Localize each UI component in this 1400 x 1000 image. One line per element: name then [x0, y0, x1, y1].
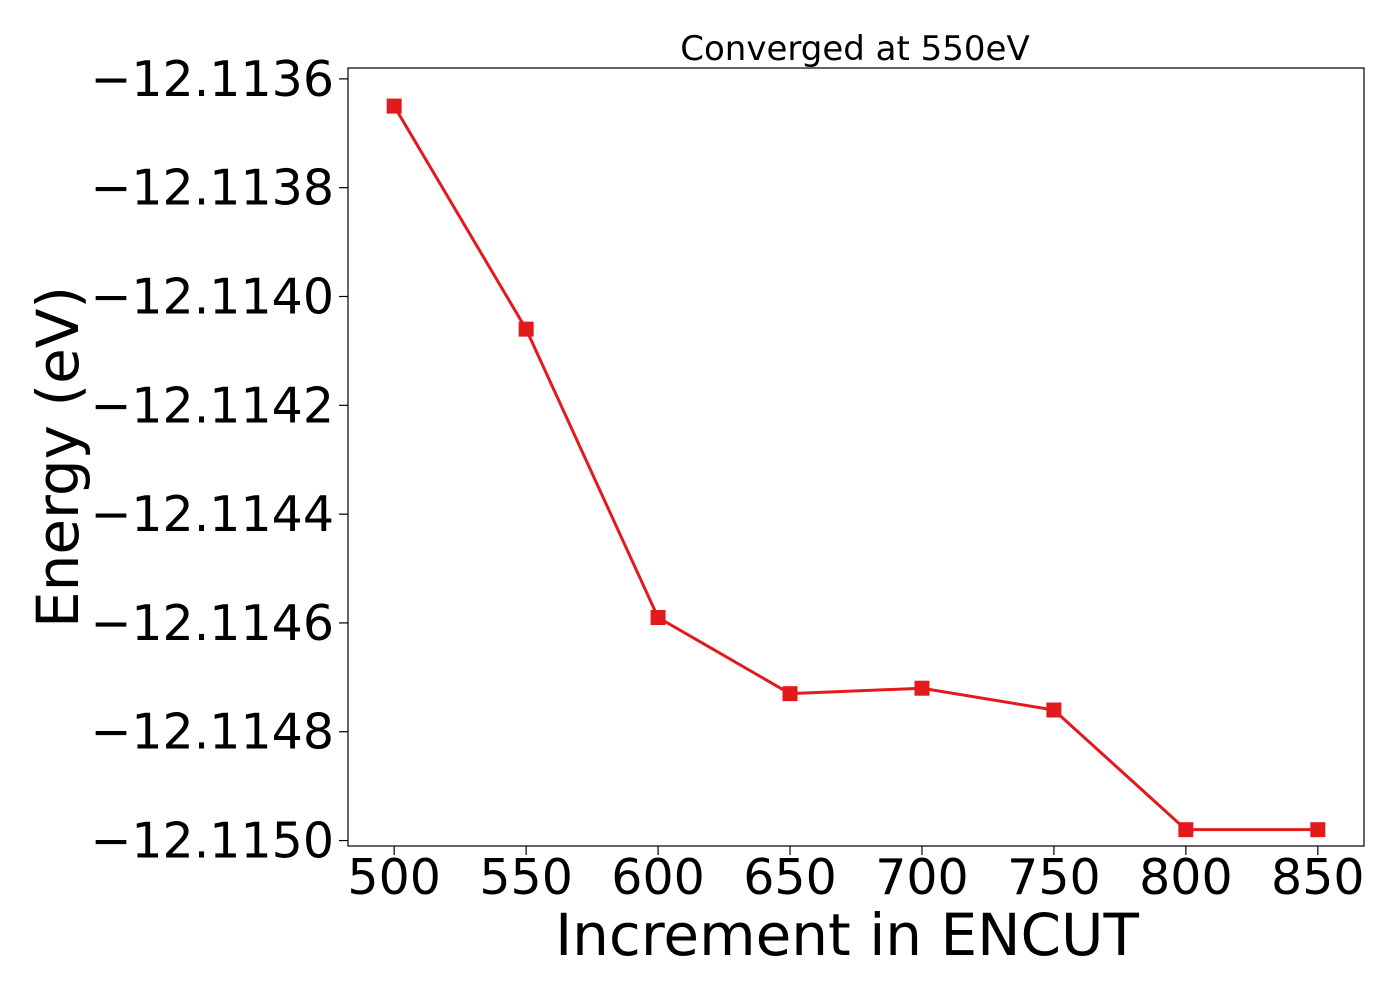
data-point-marker [1178, 822, 1194, 838]
data-point-marker [386, 98, 402, 114]
plot-area-frame [347, 67, 1365, 847]
x-tick-label: 800 [1139, 849, 1233, 906]
y-tick-label: −12.1150 [90, 813, 334, 870]
y-tick-label: −12.1138 [90, 160, 334, 217]
x-tick-label: 700 [875, 849, 969, 906]
x-axis-ticks: 500 550 600 650 700 750 800 850 [347, 846, 1365, 906]
y-tick-label: −12.1142 [90, 377, 334, 434]
y-axis-label: Energy (eV) [24, 286, 92, 628]
y-tick-label: −12.1148 [90, 704, 334, 761]
y-tick-label: −12.1146 [90, 595, 334, 652]
y-tick-label: −12.1140 [90, 269, 334, 326]
y-tick-label: −12.1144 [90, 486, 334, 543]
x-tick-label: 650 [743, 849, 837, 906]
x-tick-label: 600 [611, 849, 705, 906]
series-line [392, 105, 1318, 832]
x-tick-label: 750 [1007, 849, 1101, 906]
data-point-marker [1310, 822, 1326, 838]
data-point-marker [782, 686, 798, 702]
data-point-marker [518, 321, 534, 337]
x-tick-label: 850 [1271, 849, 1365, 906]
data-point-marker [914, 680, 930, 696]
x-tick-label: 550 [479, 849, 573, 906]
y-tick-label: −12.1136 [90, 51, 334, 108]
y-axis-ticks: −12.1136 −12.1138 −12.1140 −12.1142 −12.1144… [90, 51, 348, 870]
data-point-marker [1046, 702, 1062, 718]
chart-title: Converged at 550eV [680, 29, 1029, 69]
x-axis-label: Increment in ENCUT [555, 901, 1139, 969]
series-layer [386, 98, 1326, 838]
x-tick-label: 500 [347, 849, 441, 906]
data-point-marker [650, 610, 666, 625]
